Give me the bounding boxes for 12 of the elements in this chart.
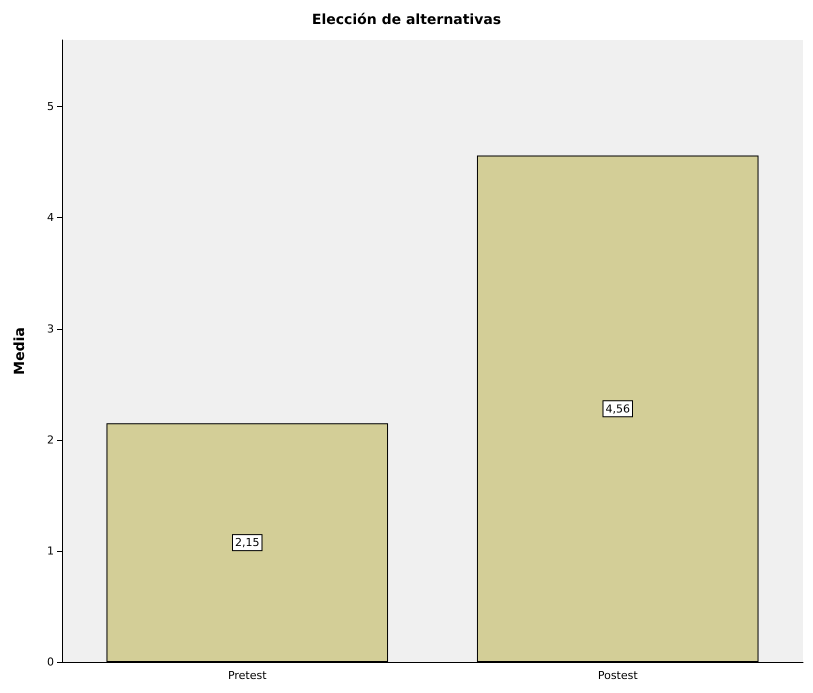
y-tick-label: 2	[47, 433, 54, 446]
y-tick-label: 1	[47, 544, 54, 558]
y-axis-title: Media	[12, 327, 28, 375]
data-label: 4,56	[606, 402, 630, 416]
x-tick-label: Pretest	[228, 669, 268, 682]
chart-title: Elección de alternativas	[312, 12, 502, 28]
y-tick-label: 5	[47, 100, 54, 114]
y-tick-label: 3	[47, 322, 54, 336]
x-tick-label: Postest	[598, 669, 638, 682]
data-label: 2,15	[235, 536, 260, 550]
y-tick-label: 4	[47, 211, 54, 224]
y-tick-label: 0	[47, 656, 54, 668]
